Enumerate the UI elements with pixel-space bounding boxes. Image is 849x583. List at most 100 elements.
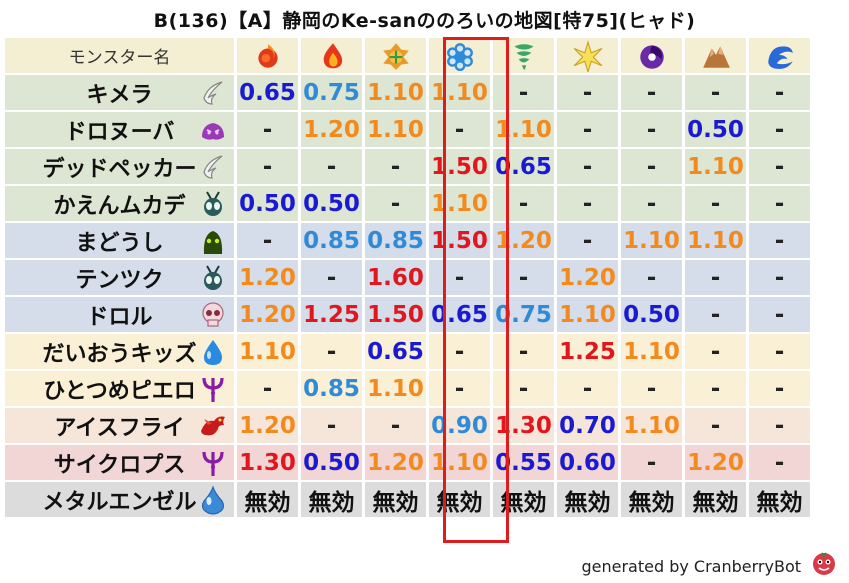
- value-cell: 1.20: [493, 223, 554, 258]
- leaf-icon: [382, 42, 409, 70]
- earth-icon: [702, 45, 730, 68]
- value-cell: 1.20: [237, 297, 298, 332]
- value-cell: 0.55: [493, 445, 554, 480]
- monster-name-cell: かえんムカデ: [5, 186, 234, 221]
- value-cell: 0.60: [557, 445, 618, 480]
- value-cell: 無効: [493, 482, 554, 517]
- monster-name: ドロヌーバ: [64, 119, 175, 145]
- value-cell: 1.10: [365, 75, 426, 110]
- metal-slime-icon: [202, 485, 224, 515]
- value-cell: 1.25: [301, 297, 362, 332]
- table-row: テンツク 1.20-1.60- -1.20- - -: [5, 260, 810, 295]
- monster-name: サイクロプス: [53, 452, 186, 478]
- monster-name-header: モンスター名: [5, 38, 234, 73]
- monster-name: だいおうキッズ: [42, 341, 197, 367]
- monster-name-cell: テンツク: [5, 260, 234, 295]
- monster-name: アイスフライ: [54, 415, 185, 441]
- value-cell: -: [621, 112, 682, 147]
- value-cell: -: [749, 112, 810, 147]
- value-cell: -: [365, 408, 426, 443]
- value-cell: 0.65: [237, 75, 298, 110]
- value-cell: -: [493, 334, 554, 369]
- value-cell: 0.70: [557, 408, 618, 443]
- value-cell: 0.90: [429, 408, 490, 443]
- value-cell: -: [429, 260, 490, 295]
- value-cell: 0.65: [429, 297, 490, 332]
- value-cell: 無効: [621, 482, 682, 517]
- element-header-water: [749, 38, 810, 73]
- value-cell: 1.10: [621, 223, 682, 258]
- value-cell: -: [301, 334, 362, 369]
- slime-blob-icon: [202, 123, 224, 140]
- value-cell: 0.85: [301, 371, 362, 406]
- value-cell: -: [301, 408, 362, 443]
- value-cell: -: [749, 260, 810, 295]
- value-cell: 1.10: [621, 334, 682, 369]
- resistance-table: モンスター名 キメラ 0.65 0.75 1.10 1.10- - - - - ドロヌーバ -1.2…: [2, 36, 813, 519]
- value-cell: -: [685, 408, 746, 443]
- value-cell: 0.75: [493, 297, 554, 332]
- value-cell: 1.10: [429, 75, 490, 110]
- value-cell: 1.10: [685, 149, 746, 184]
- value-cell: 1.10: [621, 408, 682, 443]
- value-cell: 無効: [749, 482, 810, 517]
- table-row: ひとつめピエロ -0.85 1.10- - - - - -: [5, 371, 810, 406]
- value-cell: 無効: [365, 482, 426, 517]
- element-header-light: [557, 38, 618, 73]
- trident-icon: [202, 451, 224, 476]
- footer-credit: generated by CranberryBot: [581, 557, 801, 576]
- value-cell: -: [557, 149, 618, 184]
- value-cell: -: [429, 112, 490, 147]
- value-cell: 0.85: [301, 223, 362, 258]
- value-cell: -: [429, 334, 490, 369]
- element-header-earth: [685, 38, 746, 73]
- monster-name: デッドペッカー: [42, 156, 197, 182]
- value-cell: -: [493, 260, 554, 295]
- monster-name-cell: ひとつめピエロ: [5, 371, 234, 406]
- ice-icon: [446, 42, 473, 71]
- value-cell: 1.10: [237, 334, 298, 369]
- value-cell: -: [237, 223, 298, 258]
- monster-name-cell: ドロル: [5, 297, 234, 332]
- value-cell: 0.85: [365, 223, 426, 258]
- value-cell: 1.20: [557, 260, 618, 295]
- value-cell: 1.50: [429, 149, 490, 184]
- value-cell: 1.30: [237, 445, 298, 480]
- dark-icon: [639, 44, 664, 69]
- value-cell: -: [685, 334, 746, 369]
- monster-name-cell: まどうし: [5, 223, 234, 258]
- value-cell: 1.60: [365, 260, 426, 295]
- table-row: サイクロプス 1.30 0.50 1.20 1.10 0.55 0.60-1.20-: [5, 445, 810, 480]
- monster-name-cell: ドロヌーバ: [5, 112, 234, 147]
- value-cell: -: [749, 445, 810, 480]
- value-cell: -: [749, 334, 810, 369]
- element-header-dark: [621, 38, 682, 73]
- ghost-icon: [203, 231, 223, 254]
- value-cell: 1.10: [493, 112, 554, 147]
- table-row: まどうし -0.85 0.85 1.50 1.20-1.10 1.10-: [5, 223, 810, 258]
- value-cell: 1.10: [557, 297, 618, 332]
- monster-name: かえんムカデ: [53, 193, 186, 219]
- value-cell: 1.20: [365, 445, 426, 480]
- value-cell: -: [557, 371, 618, 406]
- water-icon: [767, 45, 793, 69]
- value-cell: 無効: [301, 482, 362, 517]
- monster-name: メタルエンゼル: [42, 489, 197, 515]
- value-cell: -: [749, 75, 810, 110]
- value-cell: -: [621, 260, 682, 295]
- value-cell: 無効: [557, 482, 618, 517]
- value-cell: 0.50: [301, 445, 362, 480]
- table-row: ドロル 1.20 1.25 1.50 0.65 0.75 1.10 0.50- -: [5, 297, 810, 332]
- element-header-fire: [237, 38, 298, 73]
- value-cell: 1.10: [429, 445, 490, 480]
- wind-icon: [513, 43, 534, 70]
- monster-name: キメラ: [86, 82, 153, 108]
- value-cell: -: [749, 186, 810, 221]
- value-cell: -: [621, 149, 682, 184]
- value-cell: 0.50: [301, 186, 362, 221]
- value-cell: -: [685, 297, 746, 332]
- insect-icon: [204, 265, 222, 290]
- table-row: ドロヌーバ -1.20 1.10-1.10- -0.50-: [5, 112, 810, 147]
- value-cell: -: [621, 371, 682, 406]
- value-cell: -: [621, 186, 682, 221]
